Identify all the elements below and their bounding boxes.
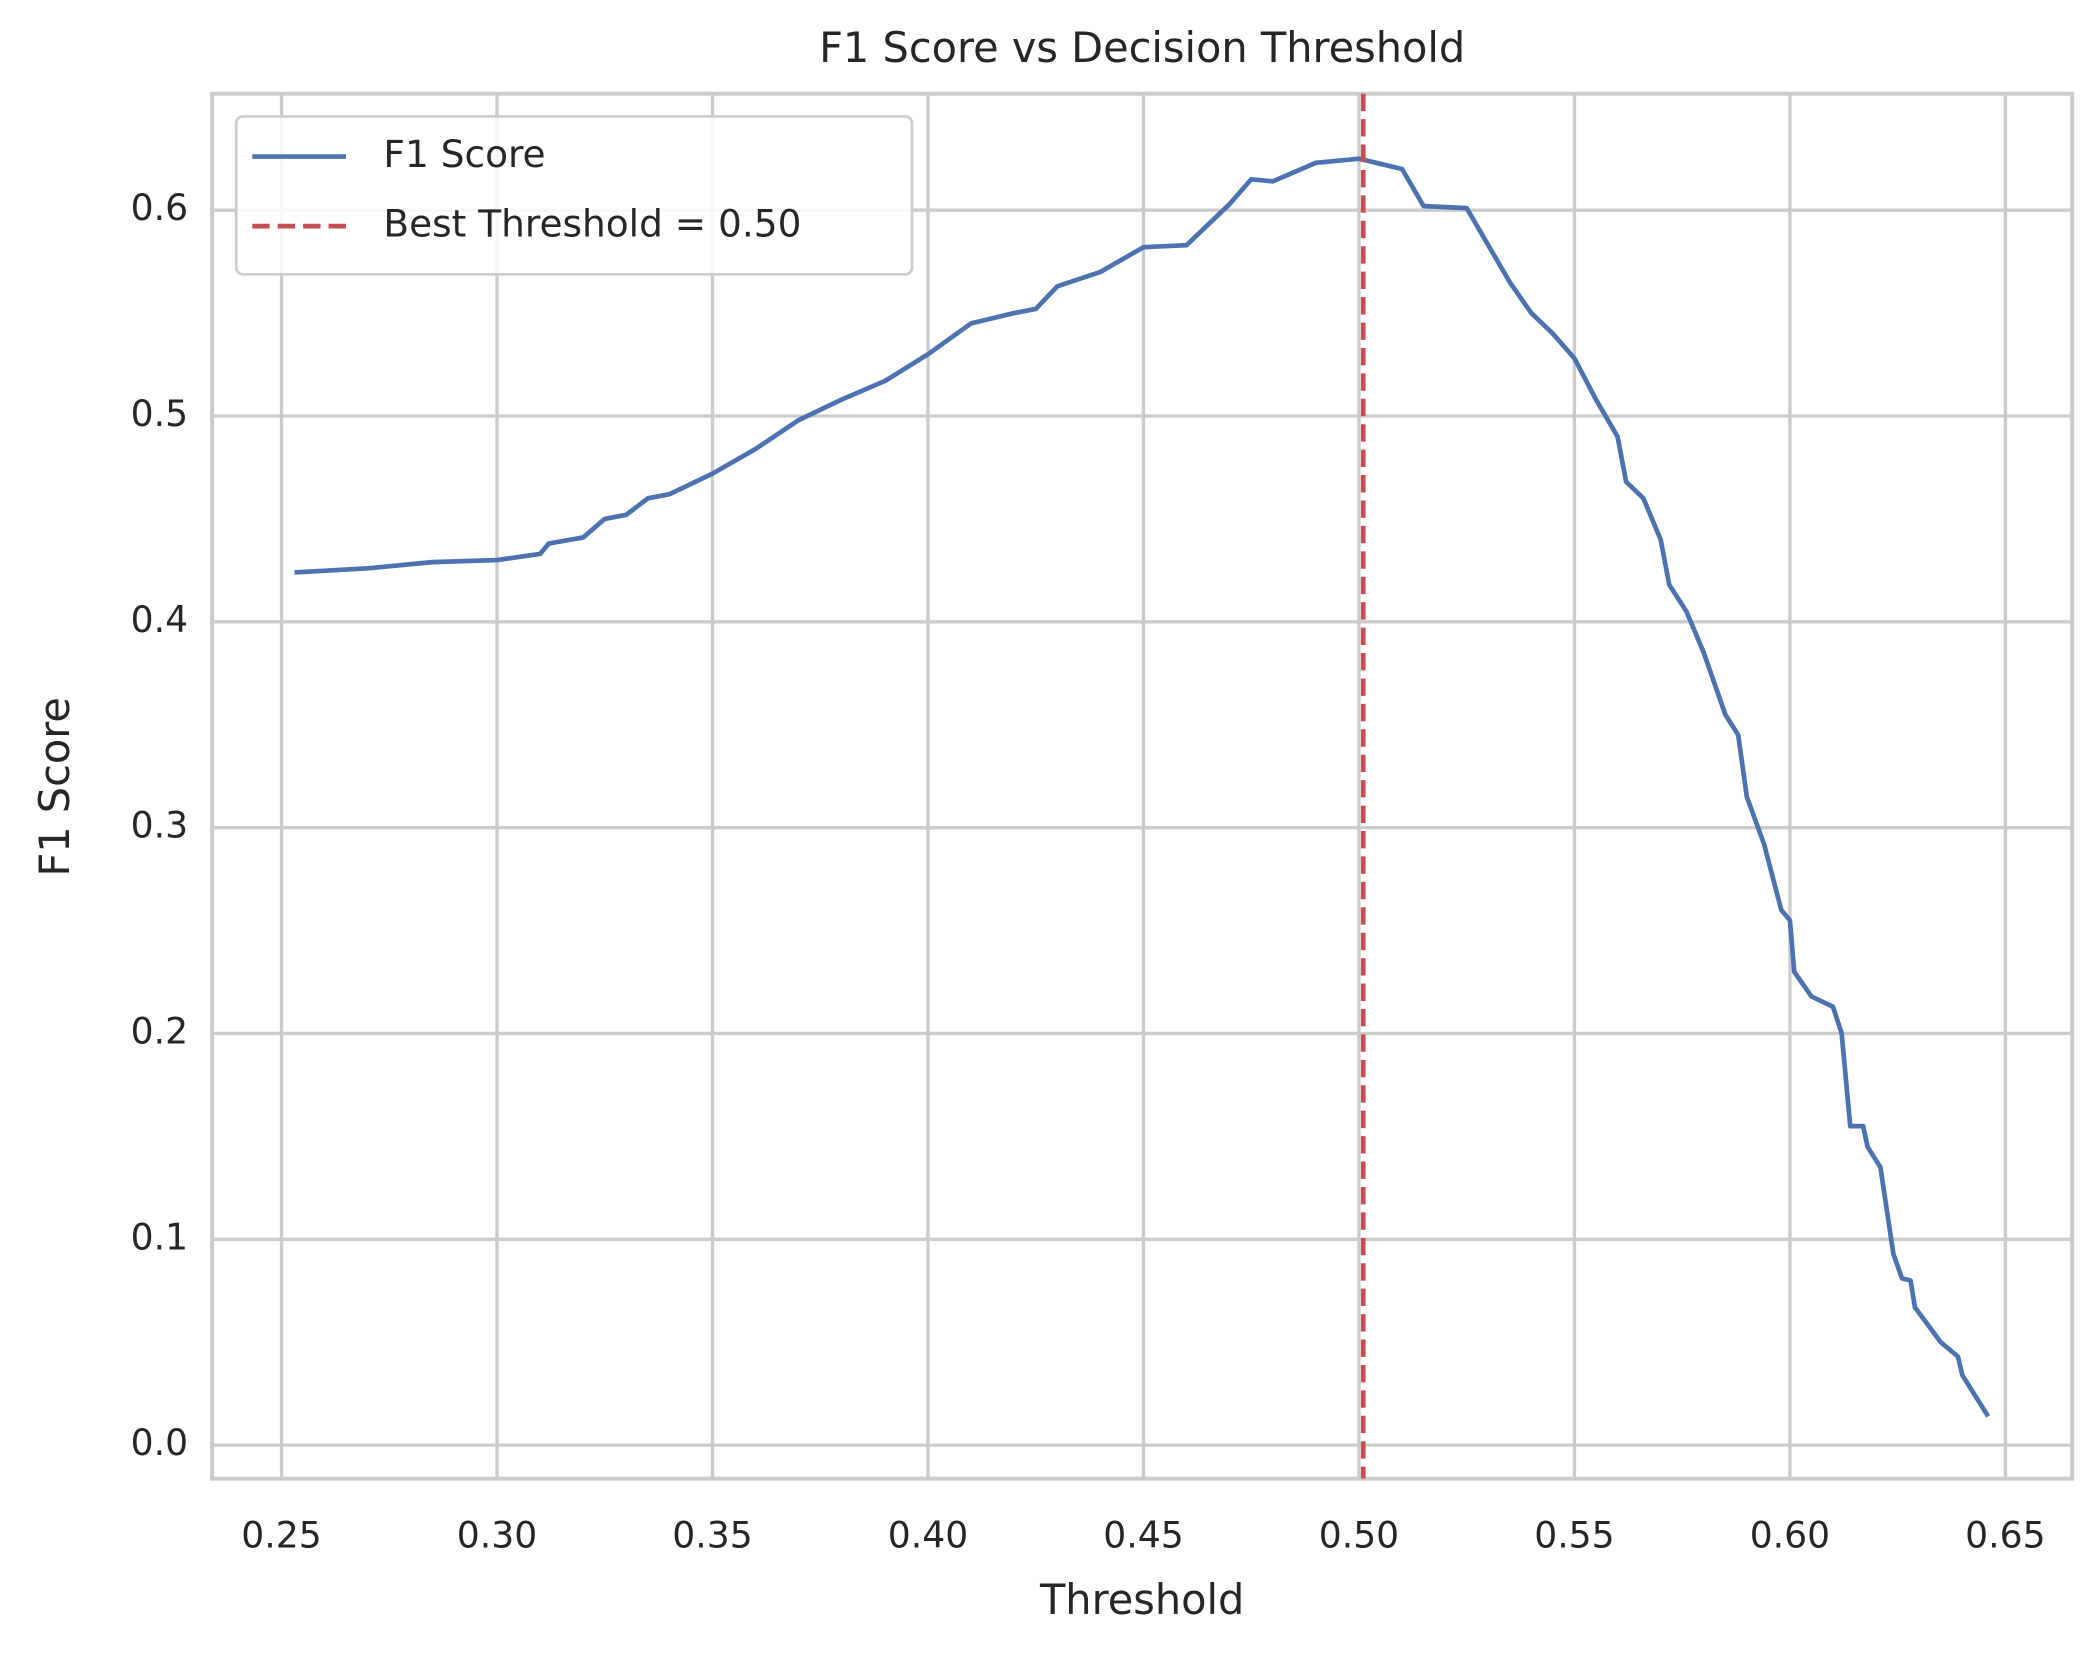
x-tick-label: 0.30: [457, 1514, 537, 1557]
y-tick-label: 0.6: [131, 186, 188, 229]
data-line: [294, 156, 1991, 1418]
x-tick-label: 0.25: [241, 1514, 321, 1557]
legend-label: Best Threshold = 0.50: [383, 202, 801, 246]
y-tick-label: 0.0: [131, 1421, 188, 1464]
y-tick-label: 0.2: [131, 1009, 188, 1052]
y-tick-label: 0.1: [131, 1215, 188, 1258]
y-axis-label: F1 Score: [30, 697, 79, 877]
x-tick-label: 0.35: [672, 1514, 752, 1557]
legend-label: F1 Score: [383, 132, 545, 176]
x-tick-label: 0.55: [1534, 1514, 1614, 1557]
x-tick-label: 0.60: [1750, 1514, 1830, 1557]
legend-box: [234, 115, 914, 276]
x-axis-label: Threshold: [1039, 1575, 1244, 1624]
x-tick-label: 0.50: [1319, 1514, 1399, 1557]
plot-frame: [210, 91, 2075, 1481]
x-tick-label: 0.40: [888, 1514, 968, 1557]
y-tick-label: 0.5: [131, 392, 188, 435]
y-tick-label: 0.4: [131, 598, 188, 641]
chart-title: F1 Score vs Decision Threshold: [819, 23, 1465, 72]
y-tick-label: 0.3: [131, 804, 188, 847]
x-tick-label: 0.45: [1103, 1514, 1183, 1557]
x-tick-label: 0.65: [1965, 1514, 2045, 1557]
